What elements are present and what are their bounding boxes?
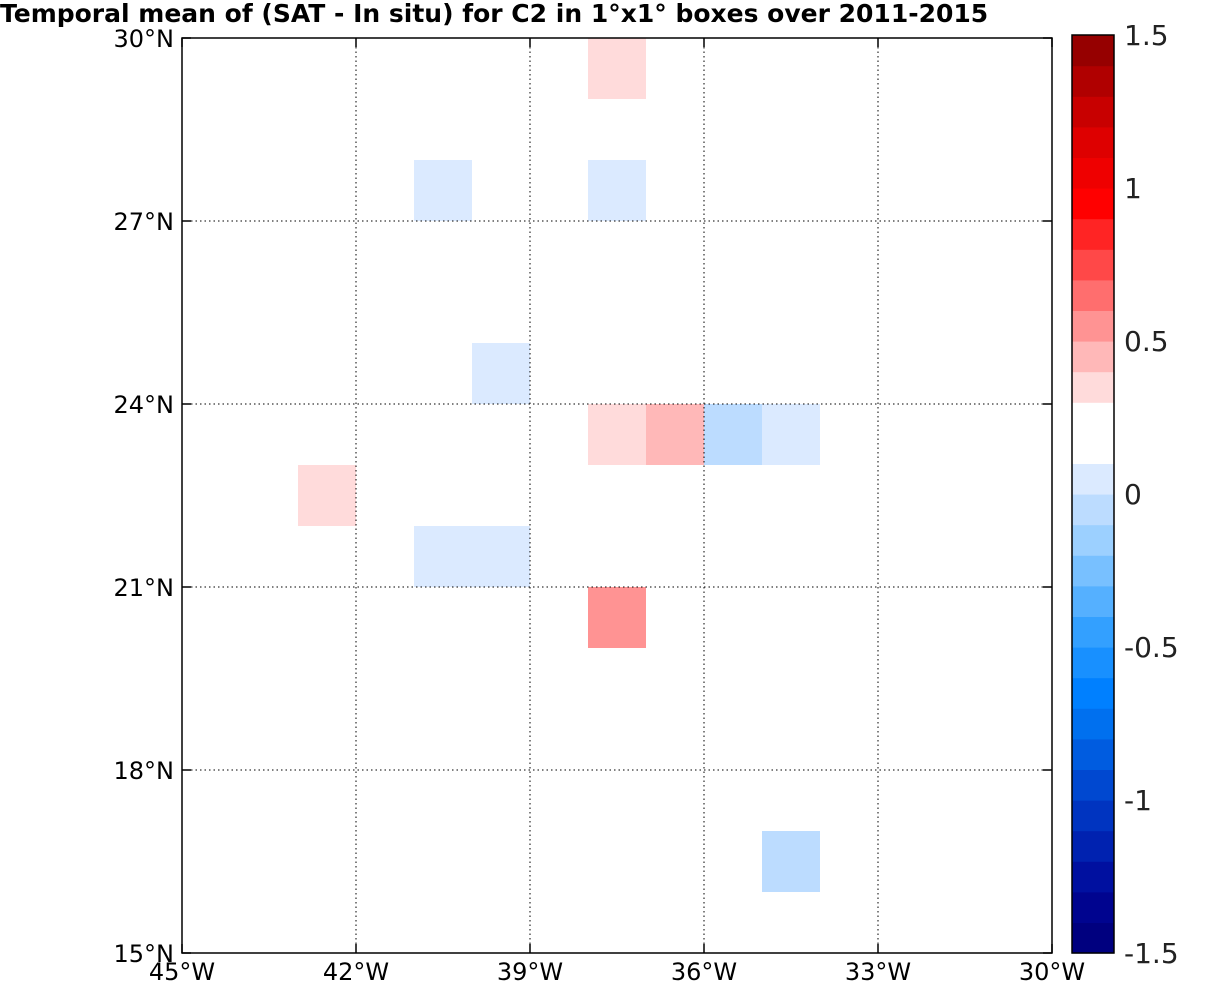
colorbar-segment [1072,891,1114,923]
colorbar-tick-label: -1 [1124,784,1152,817]
colorbar-segment [1072,371,1114,403]
colorbar-segment [1072,616,1114,648]
colorbar-segment [1072,402,1114,434]
data-cells [298,38,820,892]
colorbar-segment [1072,922,1114,954]
colorbar-segment [1072,555,1114,587]
colorbar-segment [1072,769,1114,801]
data-cell [298,465,356,526]
colorbar-segment [1072,708,1114,740]
colorbar-segment [1072,279,1114,311]
colorbar-segment [1072,310,1114,342]
axis-ticks [181,37,1053,954]
colorbar-tick-label: -0.5 [1124,631,1179,664]
colorbar-segment [1072,218,1114,250]
data-cell [646,404,704,465]
data-cell [414,160,472,221]
y-tick-label: 15°N [114,940,175,968]
colorbar-segment [1072,861,1114,893]
data-cell [588,587,646,648]
colorbar-segment [1072,249,1114,281]
y-tick-label: 21°N [114,574,175,602]
y-tick-label: 30°N [114,25,175,53]
x-tick-label: 30°W [1019,958,1085,984]
colorbar-frame [1071,34,1115,954]
data-cell [762,831,820,892]
colorbar-segment [1072,830,1114,862]
gridlines [182,38,1052,953]
colorbar-tick-label: 1 [1124,172,1142,205]
data-cell [762,404,820,465]
plot-frame [181,37,1053,954]
colorbar [1071,34,1115,954]
colorbar-segment [1072,800,1114,832]
x-tick-label: 33°W [845,958,911,984]
y-tick-label: 18°N [114,757,175,785]
colorbar-tick-label: 0.5 [1124,325,1169,358]
colorbar-segment [1072,738,1114,770]
colorbar-tick-labels: 1.5 1 0.5 0 -0.5 -1 -1.5 [1124,19,1179,970]
y-tick-label: 27°N [114,208,175,236]
colorbar-segment [1072,157,1114,189]
colorbar-tick-label: 0 [1124,478,1142,511]
data-cell [704,404,762,465]
colorbar-segment [1072,341,1114,373]
x-tick-label: 39°W [497,958,563,984]
colorbar-segment [1072,494,1114,526]
colorbar-segment [1072,677,1114,709]
colorbar-tick-label: -1.5 [1124,937,1179,970]
colorbar-segment [1072,35,1114,67]
x-tick-labels: 45°W 42°W 39°W 36°W 33°W 30°W [149,958,1085,984]
y-tick-label: 24°N [114,391,175,419]
colorbar-segment [1072,524,1114,556]
data-cell [472,526,530,587]
colorbar-segment [1072,126,1114,158]
data-cell [414,526,472,587]
chart-title: Temporal mean of (SAT - In situ) for C2 … [0,0,989,28]
colorbar-tick-label: 1.5 [1124,19,1169,52]
data-cell [588,38,646,99]
x-tick-label: 45°W [149,958,215,984]
colorbar-segment [1072,65,1114,97]
colorbar-segment [1072,188,1114,220]
colorbar-segment [1072,647,1114,679]
colorbar-segment [1072,585,1114,617]
y-tick-labels: 15°N 18°N 21°N 24°N 27°N 30°N [114,25,175,968]
colorbar-segment [1072,463,1114,495]
data-cell [472,343,530,404]
x-tick-label: 42°W [323,958,389,984]
colorbar-segment [1072,96,1114,128]
x-tick-label: 36°W [671,958,737,984]
colorbar-segment [1072,432,1114,464]
data-cell [588,160,646,221]
data-cell [588,404,646,465]
